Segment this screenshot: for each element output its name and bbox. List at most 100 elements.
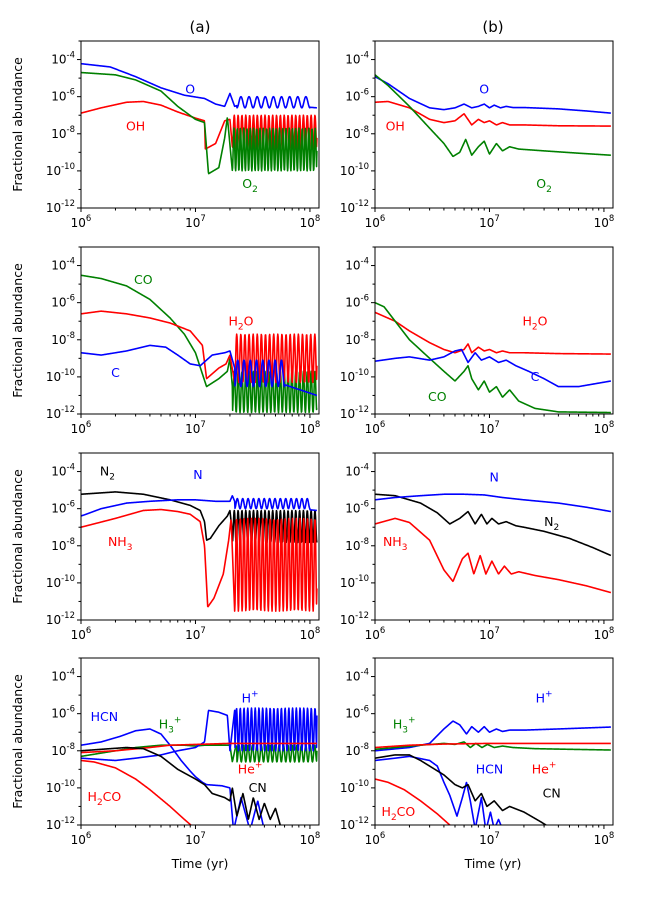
panel-r3-c0: 106 107 10810-410-610-810-1010-12Fractiona…: [10, 657, 320, 847]
label-base: H: [229, 313, 238, 328]
y-tick-label: 10-10: [46, 574, 75, 590]
series-line-heplus: [81, 742, 318, 754]
tick-base: 10: [46, 407, 61, 421]
tick-exponent: -10: [61, 162, 75, 172]
y-tick-label: 10-6: [345, 294, 369, 310]
x-tick-label: 108: [594, 214, 615, 230]
tick-base: 10: [185, 833, 200, 847]
series-line-o: [375, 75, 612, 114]
label-base: He: [238, 761, 255, 776]
series-line-oh: [81, 100, 318, 150]
series-line-c: [81, 344, 318, 397]
series-line-hplus: [81, 707, 318, 762]
y-tick-label: 10-10: [46, 779, 75, 795]
species-label-co: CO: [428, 389, 447, 404]
tick-exponent: 6: [380, 214, 385, 224]
series-line-c: [375, 348, 612, 388]
tick-exponent: -6: [67, 500, 75, 510]
tick-exponent: 6: [380, 420, 385, 430]
tick-exponent: 6: [86, 214, 91, 224]
tick-base: 10: [51, 333, 66, 347]
series-line-hcn: [375, 755, 502, 825]
label-base: O: [479, 81, 489, 96]
axes-frame: [374, 452, 614, 621]
tick-base: 10: [365, 628, 380, 642]
y-tick-label: 10-4: [51, 463, 75, 479]
y-tick-label: 10-4: [345, 463, 369, 479]
y-tick-label: 10-10: [340, 162, 369, 178]
label-subscript: 3: [402, 725, 408, 735]
tick-base: 10: [185, 422, 200, 436]
tick-base: 10: [340, 576, 355, 590]
species-label-n2: N2: [544, 514, 559, 533]
tick-base: 10: [46, 818, 61, 832]
label-base: OH: [386, 119, 405, 134]
x-tick-label: 108: [594, 420, 615, 436]
y-axis-label: Fractional abundance: [10, 263, 25, 398]
tick-exponent: 6: [86, 626, 91, 636]
tick-exponent: -4: [67, 51, 75, 61]
series-line-o2: [81, 71, 318, 175]
label-base: N: [490, 469, 499, 484]
tick-base: 10: [345, 90, 360, 104]
label-superscript: +: [174, 715, 182, 725]
label-subscript: 2: [97, 798, 103, 808]
species-label-hplus: H+: [536, 690, 553, 706]
tick-base: 10: [71, 216, 86, 230]
column-title-b: (b): [482, 18, 503, 36]
tick-base: 10: [71, 628, 86, 642]
label-base: CN: [543, 786, 561, 801]
y-tick-label: 10-10: [46, 162, 75, 178]
tick-exponent: -10: [61, 574, 75, 584]
x-tick-label: 108: [594, 831, 615, 847]
x-tick-label: 108: [300, 420, 321, 436]
species-label-cn: CN: [543, 786, 561, 801]
tick-exponent: -4: [361, 668, 369, 678]
series-line-h2o: [81, 310, 318, 384]
axes-frame: [80, 40, 320, 209]
x-tick-label: 107: [185, 626, 206, 642]
tick-base: 10: [51, 127, 66, 141]
label-base: He: [532, 761, 549, 776]
label-base-tail: CO: [103, 789, 122, 804]
x-axis-label-right: Time (yr): [464, 856, 522, 871]
tick-exponent: -12: [61, 199, 75, 209]
series-group: [81, 274, 318, 414]
y-tick-label: 10-4: [345, 51, 369, 67]
label-base: N: [544, 514, 553, 529]
tick-base: 10: [185, 628, 200, 642]
label-base-tail: CO: [397, 804, 416, 819]
species-label-n: N: [193, 467, 202, 482]
series-line-h2co: [81, 759, 193, 825]
tick-base: 10: [345, 296, 360, 310]
label-base: CO: [134, 272, 153, 287]
label-base: N: [193, 467, 202, 482]
y-axis-label: Fractional abundance: [10, 57, 25, 192]
label-base: HCN: [476, 761, 503, 776]
label-base: NH: [383, 534, 402, 549]
species-label-c: C: [111, 365, 120, 380]
tick-base: 10: [340, 370, 355, 384]
label-subscript: 2: [554, 523, 560, 533]
species-label-heplus: He+: [532, 760, 557, 776]
y-axis-label: Fractional abundance: [10, 469, 25, 604]
y-tick-label: 10-10: [340, 779, 369, 795]
tick-base: 10: [345, 707, 360, 721]
panel-r2-c0: 106 107 10810-410-610-810-1010-12Fractiona…: [10, 452, 320, 642]
axes-frame: [80, 246, 320, 415]
tick-exponent: 7: [494, 626, 499, 636]
tick-base: 10: [51, 296, 66, 310]
label-base: CO: [428, 389, 447, 404]
tick-exponent: 7: [200, 831, 205, 841]
tick-exponent: -8: [67, 331, 75, 341]
panel-r0-c0: 106 107 10810-410-610-810-1010-12Fractiona…: [10, 40, 320, 230]
y-tick-label: 10-6: [51, 500, 75, 516]
label-subscript: 2: [546, 185, 552, 195]
tick-base: 10: [46, 613, 61, 627]
y-tick-label: 10-4: [51, 51, 75, 67]
x-tick-label: 106: [365, 626, 386, 642]
tick-base: 10: [46, 576, 61, 590]
tick-base: 10: [71, 833, 86, 847]
